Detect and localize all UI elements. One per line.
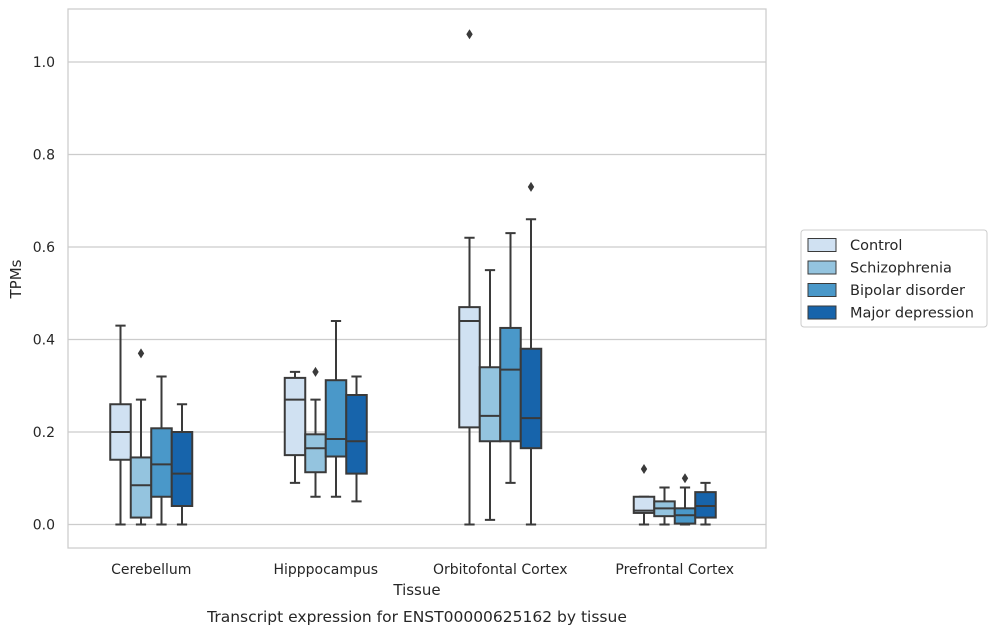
box-group [129, 348, 153, 526]
legend-label: Schizophrenia [850, 261, 952, 277]
legend: Control Schizophrenia Bipolar disorder Majo… [800, 229, 988, 328]
x-tick-labels: Cerebellum Hipppocampus Orbitofontal Corte… [111, 562, 734, 578]
y-axis-title: TPMs [7, 259, 25, 299]
box-group [458, 29, 481, 526]
box-group [694, 481, 717, 526]
outlier-point [681, 473, 689, 484]
legend-label: Major depression [850, 306, 974, 322]
box-group [283, 370, 307, 484]
y-tick-labels: 0.0 0.2 0.4 0.6 0.8 1.0 [33, 55, 55, 534]
plot-frame [67, 8, 767, 549]
box-group [673, 473, 697, 526]
x-tick-label: Orbitofontal Cortex [433, 562, 568, 578]
box-iqr [499, 326, 522, 443]
legend-swatch [807, 283, 837, 297]
box-group [304, 366, 327, 498]
box-iqr [283, 376, 307, 457]
y-tick-label: 0.4 [33, 333, 55, 349]
outlier-point [527, 181, 535, 192]
legend-frame [800, 229, 988, 328]
outlier-point [137, 348, 145, 359]
y-tick-label: 0.0 [33, 518, 55, 534]
y-tick-label: 0.6 [33, 240, 55, 256]
outlier-point [312, 366, 319, 377]
legend-swatch [807, 238, 837, 252]
box-group [109, 324, 132, 526]
box-group [653, 486, 676, 526]
box-group [632, 464, 656, 526]
boxes [109, 29, 717, 526]
legend-swatch [807, 260, 837, 275]
box-group [519, 181, 543, 526]
outlier-point [466, 29, 473, 40]
legend-swatch [807, 305, 837, 320]
box-group [170, 403, 194, 526]
box-group [345, 375, 368, 503]
box-iqr [170, 431, 194, 507]
box-iqr [519, 347, 543, 450]
box-iqr [345, 394, 368, 475]
box-iqr [694, 491, 717, 519]
legend-label: Bipolar disorder [850, 283, 965, 299]
box-iqr [129, 456, 153, 519]
box-group [499, 232, 522, 484]
x-tick-label: Hipppocampus [273, 562, 378, 578]
x-tick-label: Prefrontal Cortex [615, 562, 734, 578]
box-iqr [458, 306, 481, 429]
outlier-point [640, 464, 648, 474]
box-iqr [150, 427, 173, 498]
legend-label: Control [850, 238, 902, 254]
box-iqr [324, 379, 348, 458]
box-group [478, 269, 502, 521]
chart-caption: Transcript expression for ENST0000062516… [206, 608, 627, 626]
box-group [324, 320, 348, 498]
x-tick-label: Cerebellum [111, 562, 191, 578]
y-tick-label: 1.0 [33, 55, 55, 71]
box-iqr [478, 366, 502, 443]
box-group [150, 375, 173, 526]
x-axis-title: Tissue [392, 581, 440, 599]
y-tick-label: 0.8 [33, 148, 55, 164]
box-iqr [304, 433, 327, 474]
y-tick-label: 0.2 [33, 425, 55, 441]
